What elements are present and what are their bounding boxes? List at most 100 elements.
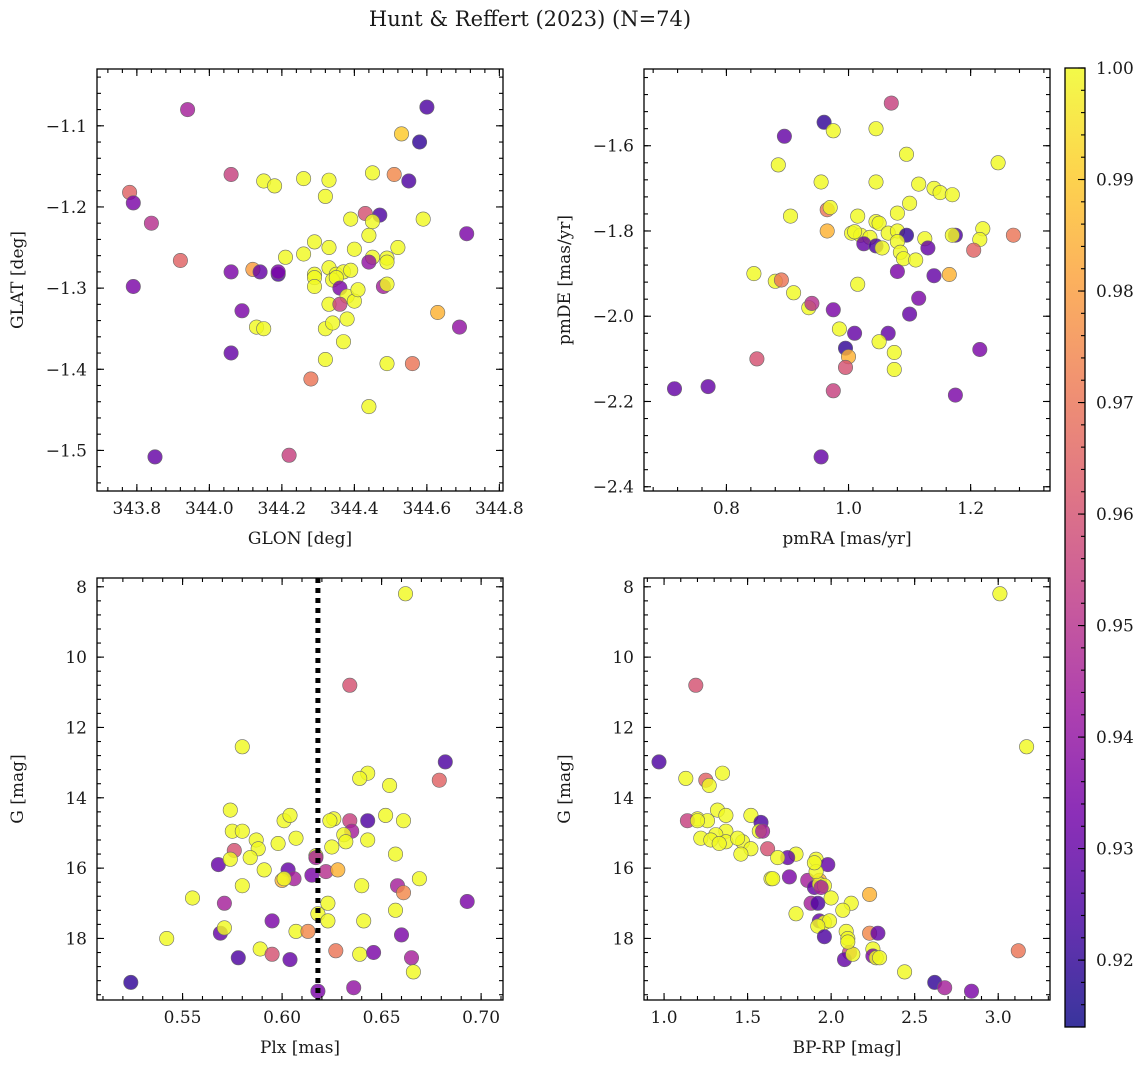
data-point — [412, 134, 428, 150]
data-point — [401, 173, 417, 189]
data-point — [920, 240, 936, 256]
y-axis-label: G [mag] — [8, 754, 28, 823]
data-point — [889, 205, 905, 221]
points-group — [122, 99, 475, 465]
scatter-panel-2: 0.8 1.0 1.2 −1.6 −1.8 −2.0 −2.2 −2.4 pmRA [mas/y… — [555, 68, 1051, 549]
data-point — [356, 913, 372, 929]
data-point — [404, 356, 420, 372]
points-group — [666, 95, 1021, 465]
x-tick-label: 344.8 — [475, 499, 524, 519]
y-tick-label: −1.1 — [46, 117, 87, 137]
data-point — [343, 211, 359, 227]
y-tick-label: −2.0 — [593, 307, 634, 327]
data-point — [338, 834, 354, 850]
data-point — [902, 306, 918, 322]
data-point — [352, 946, 368, 962]
data-point — [825, 383, 841, 399]
data-point — [180, 102, 196, 118]
data-point — [346, 980, 362, 996]
y-tick-label: 10 — [65, 648, 87, 668]
y-tick-label: 8 — [76, 578, 87, 598]
data-point — [1005, 227, 1021, 243]
data-point — [651, 754, 667, 770]
colorbar-tick-label: 0.99 — [1096, 171, 1134, 191]
data-point — [222, 802, 238, 818]
data-point — [361, 227, 377, 243]
data-point — [328, 943, 344, 959]
data-point — [223, 345, 239, 361]
data-point — [395, 813, 411, 829]
data-point — [711, 835, 727, 851]
data-point — [223, 167, 239, 183]
data-point — [666, 381, 682, 397]
colorbar-tick-label: 0.97 — [1096, 394, 1134, 414]
data-point — [874, 240, 890, 256]
data-point — [990, 155, 1006, 171]
data-point — [911, 290, 927, 306]
data-point — [300, 923, 316, 939]
data-point — [806, 855, 822, 871]
data-point — [332, 296, 348, 312]
data-point — [837, 359, 853, 375]
data-point — [276, 871, 292, 887]
data-point — [431, 772, 447, 788]
colorbar-tick-label: 0.94 — [1096, 728, 1134, 748]
data-point — [911, 176, 927, 192]
data-point — [343, 262, 359, 278]
x-tick-label: 344.0 — [185, 499, 234, 519]
y-axis-label: pmDE [mas/yr] — [555, 215, 575, 345]
data-point — [776, 128, 792, 144]
data-point — [886, 361, 902, 377]
y-tick-label: −1.4 — [46, 360, 87, 380]
data-point — [847, 325, 863, 341]
data-point — [718, 807, 734, 823]
y-tick-label: −1.8 — [593, 222, 634, 242]
data-point — [354, 878, 370, 894]
data-point — [270, 835, 286, 851]
data-point — [330, 862, 346, 878]
data-point — [804, 295, 820, 311]
data-point — [242, 850, 258, 866]
data-point — [850, 276, 866, 292]
y-tick-label: −1.5 — [46, 441, 87, 461]
data-point — [322, 813, 338, 829]
x-tick-label: 1.0 — [835, 499, 862, 519]
data-point — [306, 278, 322, 294]
x-tick-label: 0.8 — [713, 499, 740, 519]
data-point — [415, 211, 431, 227]
data-point — [282, 807, 298, 823]
scatter-panel-4: 1.0 1.5 2.0 2.5 3.0 8 10 12 14 16 18 BP-RP [mag] G [… — [555, 577, 1051, 1058]
data-point — [234, 303, 250, 319]
data-point — [459, 893, 475, 909]
data-point — [770, 157, 786, 173]
data-point — [393, 927, 409, 943]
data-point — [387, 902, 403, 918]
data-point — [222, 851, 238, 867]
data-point — [1019, 739, 1035, 755]
y-tick-label: 18 — [65, 929, 87, 949]
data-point — [437, 754, 453, 770]
y-tick-label: 16 — [612, 859, 634, 879]
data-point — [898, 146, 914, 162]
data-point — [966, 242, 982, 258]
x-tick-label: 344.4 — [330, 499, 379, 519]
data-point — [379, 254, 395, 270]
data-point — [320, 913, 336, 929]
data-point — [403, 950, 419, 966]
data-point — [123, 974, 139, 990]
data-point — [788, 906, 804, 922]
data-point — [352, 770, 368, 786]
data-point — [395, 885, 411, 901]
data-point — [850, 208, 866, 224]
x-axis-label: Plx [mas] — [260, 1038, 340, 1058]
data-point — [883, 95, 899, 111]
data-point — [281, 447, 297, 463]
data-point — [770, 850, 786, 866]
data-point — [688, 677, 704, 693]
y-tick-label: −1.3 — [46, 279, 87, 299]
data-point — [324, 839, 340, 855]
colorbar-tick-label: 1.00 — [1096, 59, 1134, 79]
data-point — [159, 930, 175, 946]
scatter-panel-3: 0.55 0.60 0.65 0.70 8 10 12 14 16 18 Plx [mas] G [m… — [8, 577, 504, 1058]
data-point — [364, 165, 380, 181]
